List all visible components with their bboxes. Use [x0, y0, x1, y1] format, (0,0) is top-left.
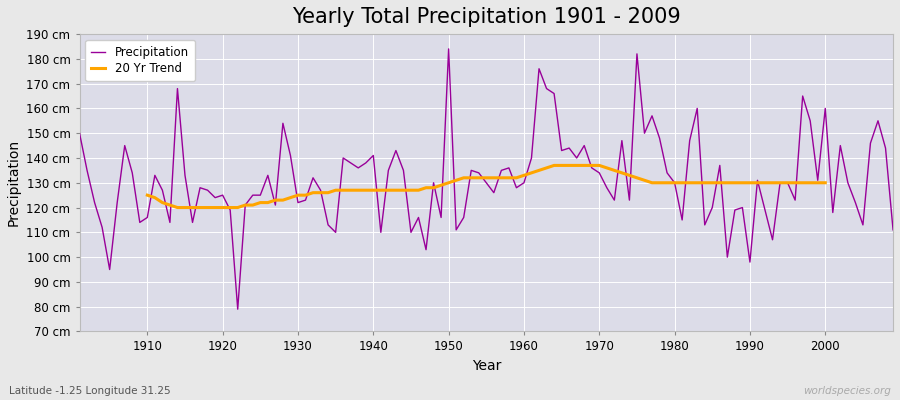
Precipitation	[887, 228, 898, 232]
Precipitation	[443, 46, 454, 51]
20 Yr Trend	[730, 180, 741, 185]
20 Yr Trend	[813, 180, 824, 185]
20 Yr Trend	[308, 190, 319, 195]
Legend: Precipitation, 20 Yr Trend: Precipitation, 20 Yr Trend	[86, 40, 195, 81]
Precipitation	[74, 131, 85, 136]
Title: Yearly Total Precipitation 1901 - 2009: Yearly Total Precipitation 1901 - 2009	[292, 7, 680, 27]
Precipitation	[526, 156, 537, 160]
Line: 20 Yr Trend: 20 Yr Trend	[148, 166, 825, 208]
20 Yr Trend	[323, 190, 334, 195]
20 Yr Trend	[820, 180, 831, 185]
20 Yr Trend	[172, 205, 183, 210]
Precipitation	[232, 307, 243, 312]
Line: Precipitation: Precipitation	[79, 49, 893, 309]
Precipitation	[534, 66, 544, 71]
20 Yr Trend	[232, 205, 243, 210]
Precipitation	[134, 220, 145, 225]
Text: worldspecies.org: worldspecies.org	[803, 386, 891, 396]
20 Yr Trend	[549, 163, 560, 168]
20 Yr Trend	[142, 193, 153, 198]
20 Yr Trend	[541, 166, 552, 170]
X-axis label: Year: Year	[472, 359, 501, 373]
Y-axis label: Precipitation: Precipitation	[7, 139, 21, 226]
Precipitation	[353, 166, 364, 170]
Precipitation	[308, 176, 319, 180]
Precipitation	[624, 198, 634, 202]
Text: Latitude -1.25 Longitude 31.25: Latitude -1.25 Longitude 31.25	[9, 386, 171, 396]
